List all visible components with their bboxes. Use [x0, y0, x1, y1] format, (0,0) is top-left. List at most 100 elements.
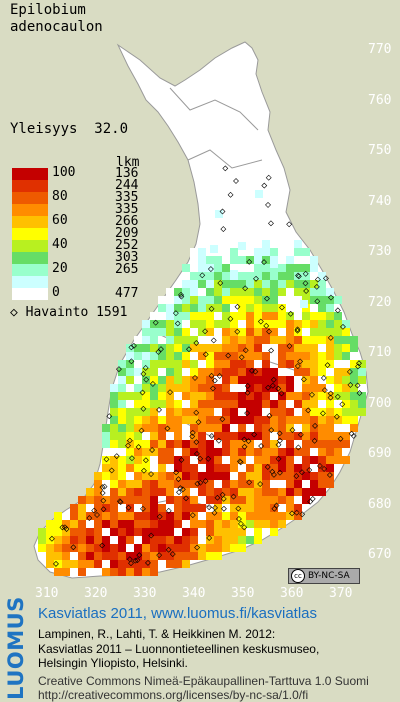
grid-cell [286, 272, 294, 280]
grid-cell [262, 280, 270, 288]
grid-cell [118, 360, 126, 368]
grid-cell [222, 528, 230, 536]
grid-cell [110, 496, 118, 504]
grid-cell [262, 360, 270, 368]
license-url[interactable]: http://creativecommons.org/licenses/by-n… [38, 688, 309, 702]
grid-cell [94, 488, 102, 496]
grid-cell [230, 480, 238, 488]
grid-cell [110, 456, 118, 464]
grid-cell [38, 536, 46, 544]
grid-cell [246, 496, 254, 504]
grid-cell [310, 392, 318, 400]
observation-diamond [222, 165, 229, 172]
grid-cell [70, 528, 78, 536]
cc-license-badge[interactable]: cc BY-NC-SA [288, 568, 360, 584]
observation-diamond [313, 283, 320, 290]
grid-cell [214, 544, 222, 552]
observation-diamond [275, 441, 282, 448]
observation-diamond [173, 469, 180, 476]
grid-cell [182, 384, 190, 392]
grid-cell [214, 488, 222, 496]
grid-cell [150, 368, 158, 376]
observation-diamond [279, 304, 285, 311]
grid-cell [134, 448, 142, 456]
grid-cell [206, 360, 214, 368]
grid-cell [166, 352, 174, 360]
grid-cell [222, 280, 230, 288]
grid-cell [318, 416, 326, 424]
grid-cell [142, 408, 150, 416]
grid-cell [222, 336, 230, 344]
observation-diamond [178, 291, 184, 298]
occurrence-grid [38, 190, 366, 576]
grid-cell [62, 560, 70, 568]
grid-cell [214, 536, 222, 544]
grid-cell [278, 424, 286, 432]
grid-cell [110, 488, 118, 496]
kasviatlas-link[interactable]: Kasviatlas 2011, www.luomus.fi/kasviatla… [38, 605, 318, 622]
grid-cell [118, 480, 126, 488]
grid-cell [118, 392, 126, 400]
grid-cell [262, 240, 270, 248]
grid-cell [150, 336, 158, 344]
observation-diamond [271, 471, 277, 478]
grid-cell [262, 320, 270, 328]
grid-cell [214, 240, 222, 248]
grid-cell [158, 352, 166, 360]
grid-cell [190, 536, 198, 544]
grid-cell [102, 568, 110, 576]
grid-cell [222, 248, 230, 256]
grid-cell [318, 272, 326, 280]
grid-cell [70, 544, 78, 552]
observation-diamond [309, 495, 316, 502]
observation-diamond [139, 389, 146, 396]
grid-cell [182, 344, 190, 352]
observation-diamond [297, 358, 304, 365]
grid-cell [230, 360, 238, 368]
grid-cell [342, 336, 350, 344]
grid-cell [270, 272, 278, 280]
grid-cell [294, 392, 302, 400]
grid-cell [238, 328, 246, 336]
luomus-logo: LUOMUS [4, 596, 28, 700]
grid-cell [174, 312, 182, 320]
grid-cell [150, 384, 158, 392]
grid-cell [206, 440, 214, 448]
observation-diamond [193, 409, 200, 416]
grid-cell [158, 504, 166, 512]
observation-diamond [202, 351, 209, 358]
grid-cell [262, 400, 270, 408]
grid-cell [182, 456, 190, 464]
observation-diamond [106, 413, 113, 420]
grid-cell [198, 344, 206, 352]
grid-cell [254, 464, 262, 472]
grid-cell [270, 440, 278, 448]
grid-cell [230, 496, 238, 504]
grid-cell [310, 384, 318, 392]
grid-cell [174, 544, 182, 552]
grid-cell [118, 520, 126, 528]
grid-cell [110, 464, 118, 472]
observation-diamond [210, 385, 216, 392]
grid-cell [358, 368, 366, 376]
grid-cell [158, 296, 166, 304]
grid-cell [230, 512, 238, 520]
observation-diamond [261, 259, 267, 266]
grid-cell [182, 264, 190, 272]
grid-cell [222, 432, 230, 440]
legend-count: 209 [115, 226, 139, 241]
observation-diamond [193, 439, 200, 446]
grid-cell [326, 304, 334, 312]
observation-diamond [263, 322, 270, 329]
grid-cell [110, 512, 118, 520]
grid-cell [222, 512, 230, 520]
grid-cell [300, 300, 308, 308]
observation-diamond [149, 380, 156, 387]
grid-cell [238, 528, 246, 536]
grid-cell [182, 312, 190, 320]
grid-cell [118, 512, 126, 520]
grid-cell [238, 496, 246, 504]
grid-cell [110, 472, 118, 480]
grid-cell [182, 488, 190, 496]
observation-diamond [192, 375, 198, 381]
